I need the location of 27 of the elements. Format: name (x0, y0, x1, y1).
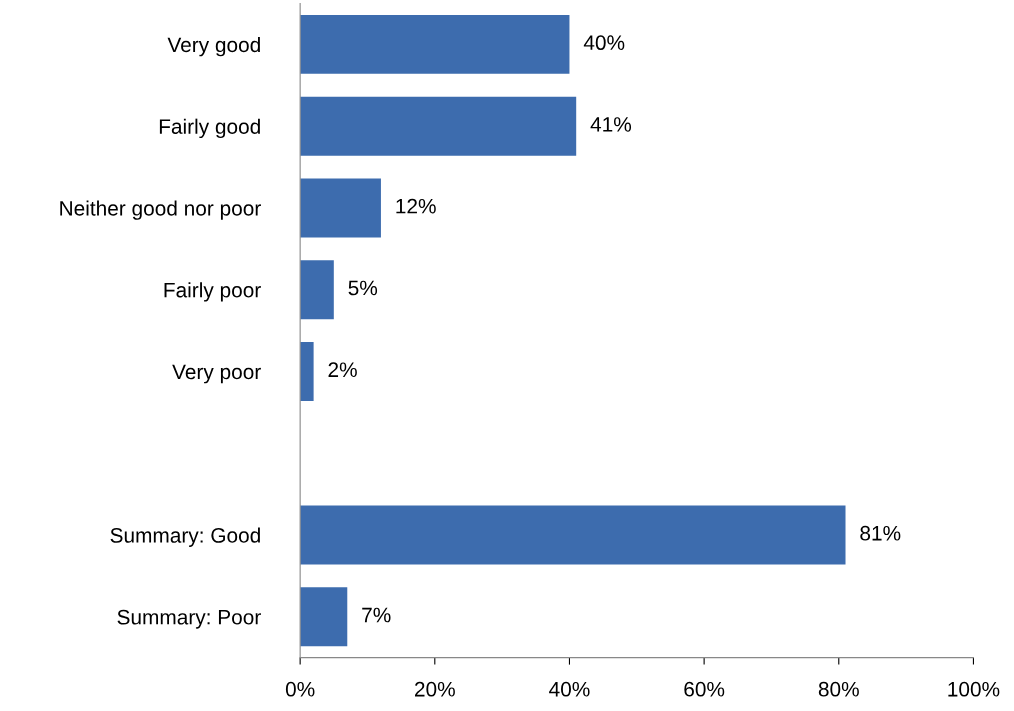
data-label: 7% (362, 607, 391, 623)
bar (300, 587, 348, 647)
y-tick-label: Neither good nor poor (60, 200, 261, 220)
x-tick-label: 100% (948, 681, 1000, 697)
x-tick-label: 0% (285, 681, 315, 697)
y-tick-label: Fairly good (159, 118, 260, 139)
bar (300, 260, 334, 320)
bar (300, 96, 577, 156)
x-tick-label: 40% (549, 681, 590, 697)
data-label: 41% (590, 117, 632, 132)
x-tick-label: 80% (818, 681, 859, 697)
data-label: 2% (328, 362, 357, 378)
y-tick-label: Summary: Poor (117, 609, 261, 629)
y-tick-label: Summary: Good (110, 527, 260, 547)
data-label: 12% (396, 198, 436, 214)
x-tick-label: 60% (684, 681, 725, 697)
data-label: 5% (348, 280, 378, 296)
y-tick-label: Very poor (172, 364, 261, 384)
y-tick-label: Very good (167, 36, 260, 57)
bar (300, 342, 314, 401)
data-label: 81% (860, 525, 901, 541)
bar (300, 178, 381, 238)
data-label: 40% (583, 35, 625, 51)
x-tick-label: 20% (415, 681, 455, 697)
bar (300, 505, 846, 565)
y-tick-label: Fairly poor (164, 282, 261, 302)
bar (300, 15, 570, 74)
